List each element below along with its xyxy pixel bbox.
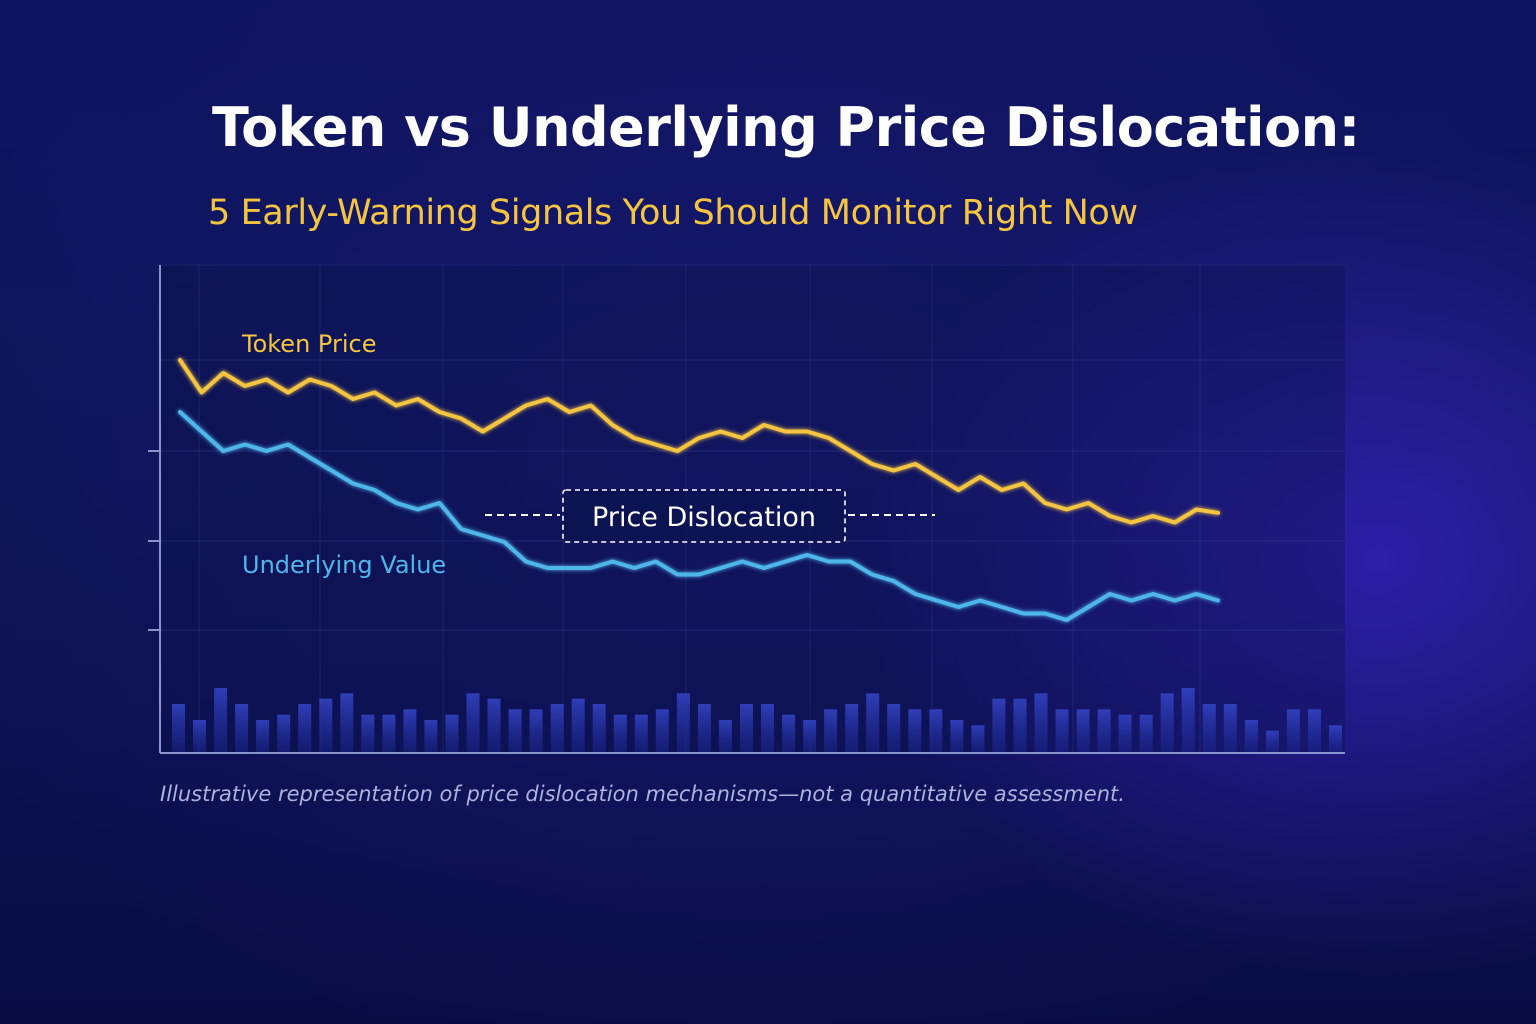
volume-bar xyxy=(971,725,985,752)
volume-bar xyxy=(487,698,501,752)
volume-bar xyxy=(550,704,564,752)
volume-bar xyxy=(1118,714,1132,752)
volume-bar xyxy=(319,698,333,752)
volume-bar xyxy=(361,714,375,752)
callout-box xyxy=(562,489,846,543)
volume-bar xyxy=(214,688,228,752)
volume-bar xyxy=(277,714,291,752)
volume-bar xyxy=(803,720,817,752)
volume-bar xyxy=(1055,709,1069,752)
series-label-underlying-value: Underlying Value xyxy=(242,551,446,579)
volume-bar xyxy=(1139,714,1153,752)
volume-bar xyxy=(256,720,270,752)
volume-bar xyxy=(1013,698,1027,752)
volume-bar xyxy=(613,714,627,752)
volume-bar xyxy=(676,693,690,752)
volume-bar xyxy=(845,704,859,752)
volume-bar xyxy=(1286,709,1300,752)
y-axis-ticks xyxy=(148,450,160,631)
volume-bar xyxy=(1202,704,1216,752)
volume-bar xyxy=(782,714,796,752)
volume-bar xyxy=(655,709,669,752)
volume-bar xyxy=(697,704,711,752)
volume-bar xyxy=(634,714,648,752)
volume-bar xyxy=(1160,693,1174,752)
volume-bar xyxy=(740,704,753,752)
chart-title: Token vs Underlying Price Dislocation: xyxy=(212,96,1360,159)
volume-bar xyxy=(424,720,438,752)
volume-bar xyxy=(718,720,732,752)
volume-bar xyxy=(445,714,459,752)
volume-bar xyxy=(1097,709,1111,752)
volume-bars xyxy=(172,688,1342,752)
volume-bar xyxy=(1034,693,1048,752)
volume-bar xyxy=(761,704,774,752)
volume-bar xyxy=(1308,709,1321,752)
volume-bar xyxy=(950,720,964,752)
volume-bar xyxy=(866,693,880,752)
volume-bar xyxy=(466,693,480,752)
price-dislocation-callout: Price Dislocation xyxy=(485,489,935,543)
series-label-token-price: Token Price xyxy=(241,330,376,358)
volume-bar xyxy=(824,709,838,752)
volume-bar xyxy=(908,709,922,752)
volume-bar xyxy=(887,704,901,752)
volume-bar xyxy=(1181,688,1195,752)
volume-bar xyxy=(172,704,185,752)
volume-bar xyxy=(1244,720,1258,752)
volume-bar xyxy=(929,709,943,752)
volume-bar xyxy=(508,709,522,752)
series-line-token-price xyxy=(178,358,1220,525)
volume-bar xyxy=(529,709,543,752)
volume-bar xyxy=(1223,704,1237,752)
volume-bar xyxy=(235,704,249,752)
chart-caption: Illustrative representation of price dis… xyxy=(160,782,1125,806)
volume-bar xyxy=(1265,730,1279,752)
series-line-underlying-value xyxy=(178,410,1220,622)
volume-bar xyxy=(1076,709,1090,752)
chart-subtitle: 5 Early-Warning Signals You Should Monit… xyxy=(208,193,1138,233)
volume-bar xyxy=(382,714,396,752)
volume-bar xyxy=(298,704,312,752)
callout-label: Price Dislocation xyxy=(592,502,816,533)
volume-bar xyxy=(1329,725,1342,752)
volume-bar xyxy=(403,709,417,752)
volume-bar xyxy=(193,720,206,752)
volume-bar xyxy=(340,693,354,752)
volume-bar xyxy=(592,704,606,752)
volume-bar xyxy=(571,698,585,752)
volume-bar xyxy=(992,698,1006,752)
